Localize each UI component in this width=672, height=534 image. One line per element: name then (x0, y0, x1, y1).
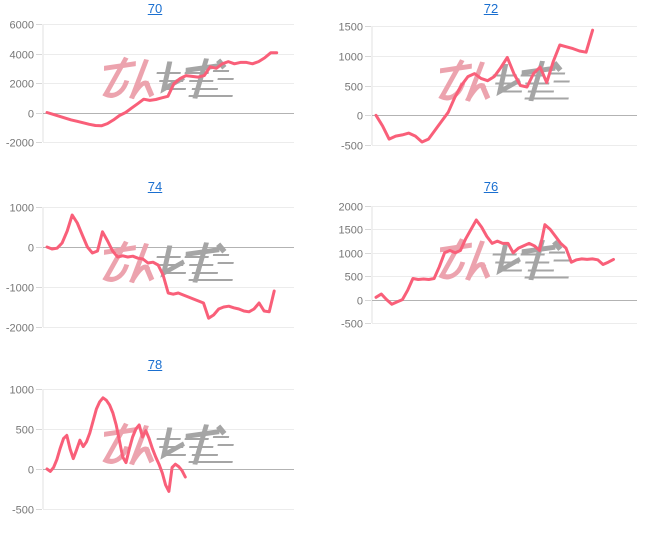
chart-title-row: 78 (0, 356, 310, 374)
chart-cell-74: 74 1000 0 -1000 -2000 (0, 178, 336, 356)
chart-title-link-78[interactable]: 78 (147, 357, 163, 372)
y-tick-label: 500 (16, 425, 34, 437)
chart-title-link-70[interactable]: 70 (147, 1, 163, 16)
y-tick-label: 1000 (339, 52, 363, 64)
chart-title-row: 72 (336, 0, 646, 18)
chart-title-link-76[interactable]: 76 (483, 179, 499, 194)
series-line (374, 218, 615, 306)
chart-title-link-72[interactable]: 72 (483, 1, 499, 16)
slump-chart-svg-76: 2000 1500 1000 500 0 -500 (339, 202, 637, 331)
y-tick-label: 4000 (10, 50, 34, 62)
minrepo-watermark (438, 238, 570, 281)
y-tick-label: 0 (357, 296, 363, 308)
chart-cell-70: 70 6000 4000 2000 0 -2000 (0, 0, 336, 178)
y-tick-label: 500 (345, 82, 363, 94)
series-line (45, 51, 279, 128)
y-tick-label: 6000 (10, 20, 34, 32)
y-tick-label: -2000 (6, 323, 34, 335)
series-line (374, 28, 595, 144)
y-tick-label: 0 (28, 109, 34, 121)
minrepo-watermark (102, 240, 234, 284)
chart-title-link-74[interactable]: 74 (147, 179, 163, 194)
chart-title-row: 70 (0, 0, 310, 18)
slump-chart-svg-72: 1500 1000 500 0 -500 (339, 22, 637, 153)
chart-cell-72: 72 1500 1000 500 0 -500 (336, 0, 672, 178)
y-tick-label: 1000 (10, 385, 34, 397)
y-tick-label: 1500 (339, 225, 363, 237)
y-tick-label: 500 (345, 272, 363, 284)
slump-chart-svg-74: 1000 0 -1000 -2000 (6, 203, 294, 335)
y-tick-label: 2000 (339, 202, 363, 214)
series-line (45, 396, 187, 493)
chart-cell-78: 78 1000 500 0 -500 (0, 356, 336, 534)
y-tick-label: 0 (28, 243, 34, 255)
y-tick-label: 1500 (339, 22, 363, 34)
minrepo-watermark (102, 56, 234, 100)
y-tick-label: -500 (341, 319, 363, 331)
chart-title-row: 74 (0, 178, 310, 196)
y-tick-label: -1000 (6, 283, 34, 295)
y-tick-label: 1000 (10, 203, 34, 215)
y-tick-label: 2000 (10, 79, 34, 91)
series-line (45, 213, 276, 320)
slump-chart-svg-78: 1000 500 0 -500 (10, 385, 294, 517)
y-tick-label: -500 (341, 141, 363, 153)
y-tick-label: 0 (28, 465, 34, 477)
y-tick-label: -2000 (6, 138, 34, 150)
chart-cell-76: 76 2000 1500 1000 500 0 -500 (336, 178, 672, 356)
y-tick-label: -500 (12, 505, 34, 517)
slump-chart-svg-70: 6000 4000 2000 0 -2000 (6, 20, 294, 150)
chart-title-row: 76 (336, 178, 646, 196)
y-tick-label: 0 (357, 111, 363, 123)
y-tick-label: 1000 (339, 249, 363, 261)
